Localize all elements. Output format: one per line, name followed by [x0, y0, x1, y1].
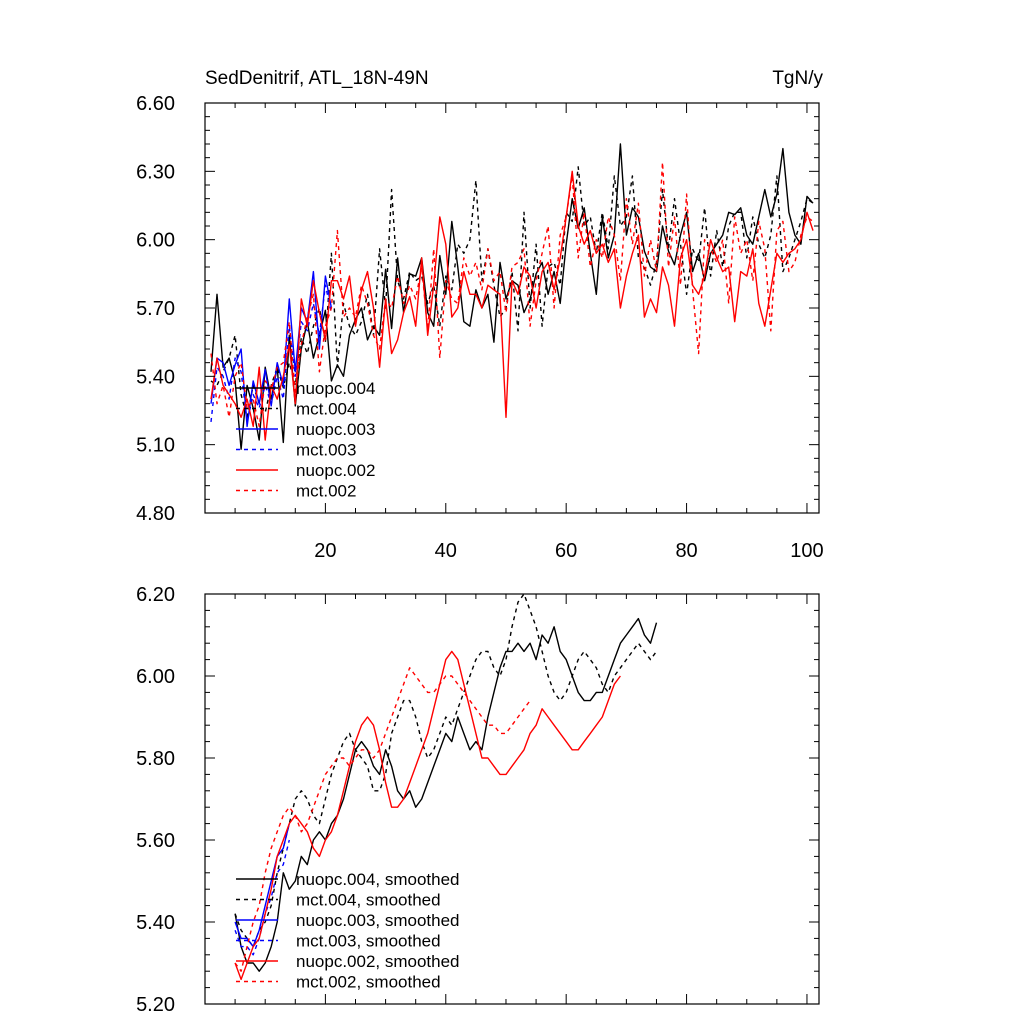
- bottom-series-mct-003-smoothed: [234, 839, 290, 956]
- top-series-group: [210, 143, 814, 450]
- bottom-ytick-label: 5.20: [136, 994, 175, 1016]
- top-chart-units: TgN/y: [772, 68, 823, 89]
- top-xtick-label: 60: [555, 540, 577, 562]
- bottom-axes-group: 5.20 5.40 5.60 5.80 6.00 6.20: [136, 584, 819, 1016]
- bottom-ytick-label: 5.60: [136, 830, 175, 852]
- bottom-legend-label-nuopc-004-smoothed: nuopc.004, smoothed: [296, 870, 460, 889]
- top-legend-label-nuopc-004: nuopc.004: [296, 379, 375, 398]
- bottom-series-mct-004-smoothed: [234, 593, 658, 948]
- top-legend-label-mct-002: mct.002: [296, 482, 356, 501]
- top-legend-label-mct-003: mct.003: [296, 441, 356, 460]
- bottom-legend-label-mct-004-smoothed: mct.004, smoothed: [296, 891, 441, 910]
- top-ytick-label: 6.00: [136, 230, 175, 252]
- bottom-ytick-label: 5.80: [136, 748, 175, 770]
- bottom-legend-label-mct-003-smoothed: mct.003, smoothed: [296, 932, 441, 951]
- top-xtick-label: 40: [435, 540, 457, 562]
- bottom-ytick-label: 6.20: [136, 584, 175, 606]
- bottom-series-nuopc-002-smoothed: [234, 650, 621, 981]
- top-chart-panel: SedDenitrif, ATL_18N-49N TgN/y 4.80 5.10 5…: [136, 68, 824, 562]
- top-legend-label-mct-004: mct.004: [296, 400, 356, 419]
- top-ytick-label: 5.40: [136, 366, 175, 388]
- top-xtick-label: 80: [675, 540, 697, 562]
- bottom-legend-label-nuopc-002-smoothed: nuopc.002, smoothed: [296, 952, 460, 971]
- top-chart-title: SedDenitrif, ATL_18N-49N: [205, 68, 429, 89]
- top-ytick-label: 5.10: [136, 435, 175, 457]
- bottom-series-nuopc-003-smoothed: [234, 823, 290, 948]
- top-xtick-label: 100: [790, 540, 823, 562]
- bottom-ytick-label: 5.40: [136, 912, 175, 934]
- bottom-chart-panel: 5.20 5.40 5.60 5.80 6.00 6.20 nuopc.004, smoo…: [136, 584, 820, 1016]
- top-ytick-label: 5.70: [136, 298, 175, 320]
- top-plot-frame: [204, 102, 820, 514]
- top-xtick-label: 20: [314, 540, 336, 562]
- top-ytick-label: 6.60: [136, 93, 175, 115]
- bottom-series-mct-002-smoothed: [234, 667, 531, 972]
- bottom-plot-frame: [204, 593, 820, 1005]
- top-series-mct-003: [210, 284, 333, 423]
- top-series-nuopc-002: [210, 170, 814, 441]
- bottom-series-group: [234, 593, 658, 981]
- top-ytick-label: 6.30: [136, 161, 175, 183]
- bottom-legend-label-mct-002-smoothed: mct.002, smoothed: [296, 973, 441, 992]
- top-series-nuopc-003: [210, 270, 333, 428]
- bottom-legend-label-nuopc-003-smoothed: nuopc.003, smoothed: [296, 911, 460, 930]
- top-legend-label-nuopc-002: nuopc.002: [296, 461, 375, 480]
- bottom-ytick-label: 6.00: [136, 666, 175, 688]
- top-ytick-label: 4.80: [136, 503, 175, 525]
- top-axes-group: 4.80 5.10 5.40 5.70 6.00 6.30 6.60 20 40 60 80 100: [136, 93, 824, 562]
- bottom-series-nuopc-004-smoothed: [234, 617, 658, 972]
- top-series-mct-004: [210, 166, 814, 418]
- top-series-mct-002: [210, 161, 814, 428]
- top-legend-label-nuopc-003: nuopc.003: [296, 420, 375, 439]
